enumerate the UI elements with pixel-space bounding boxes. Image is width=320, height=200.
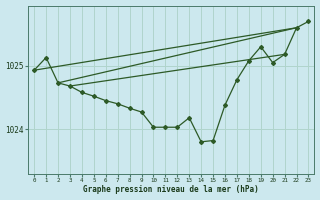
X-axis label: Graphe pression niveau de la mer (hPa): Graphe pression niveau de la mer (hPa) (84, 185, 259, 194)
